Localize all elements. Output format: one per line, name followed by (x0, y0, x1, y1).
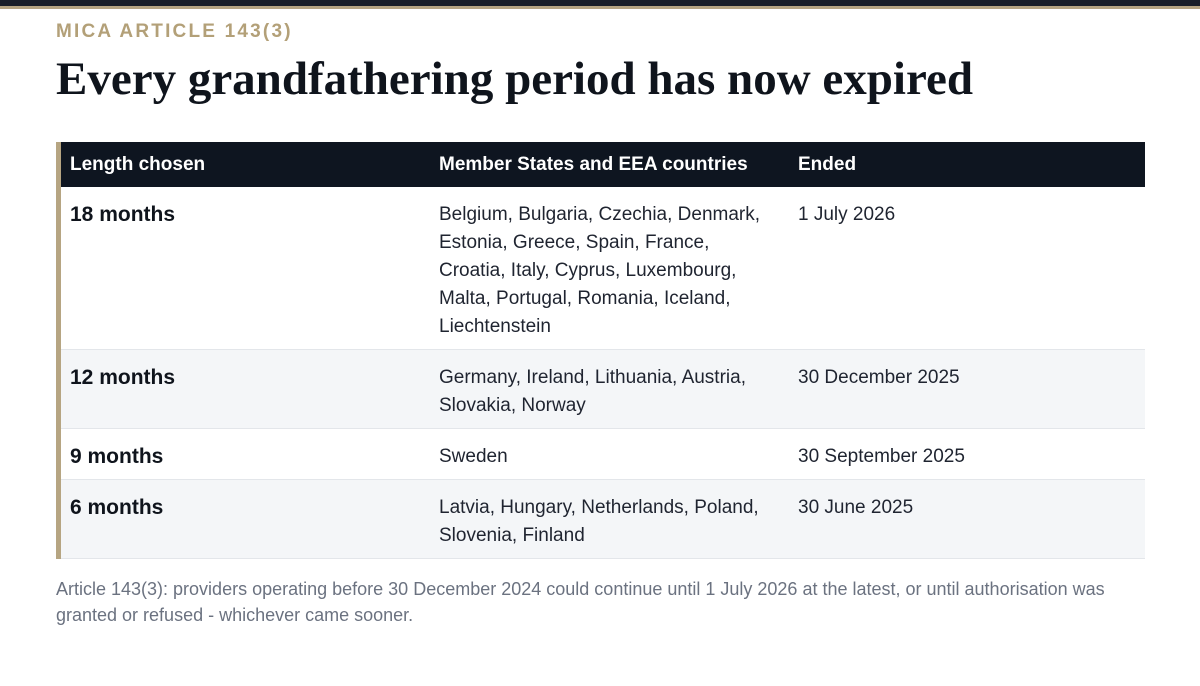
table-body: 18 months Belgium, Bulgaria, Czechia, De… (61, 187, 1145, 559)
length-cell: 9 months (70, 445, 164, 468)
table-row: 18 months Belgium, Bulgaria, Czechia, De… (61, 187, 1145, 350)
footnote: Article 143(3): providers operating befo… (56, 579, 1105, 625)
column-header-ended: Ended (798, 153, 857, 175)
page-title: Every grandfathering period has now expi… (56, 53, 973, 105)
length-cell: 18 months (70, 203, 176, 226)
table-row: 12 months Germany, Ireland, Lithuania, A… (61, 349, 1145, 429)
countries-cell: Sweden (439, 446, 508, 467)
ended-cell: 30 June 2025 (798, 497, 914, 518)
countries-cell: Germany, Ireland, Lithuania, Austria, Sl… (439, 367, 746, 416)
length-cell: 12 months (70, 366, 176, 389)
top-rule (0, 0, 1200, 6)
kicker: MICA ARTICLE 143(3) (56, 21, 293, 42)
length-cell: 6 months (70, 496, 164, 519)
table-header: Length chosen Member States and EEA coun… (61, 142, 1145, 187)
ended-cell: 30 December 2025 (798, 367, 960, 388)
header-row: Length chosen Member States and EEA coun… (61, 142, 1145, 187)
top-rule-accent (0, 6, 1200, 9)
countries-cell: Latvia, Hungary, Netherlands, Poland, Sl… (439, 497, 759, 546)
column-header-countries: Member States and EEA countries (439, 153, 748, 175)
grandfathering-table: Length chosen Member States and EEA coun… (56, 142, 1150, 559)
table: Length chosen Member States and EEA coun… (61, 142, 1145, 559)
table-row: 6 months Latvia, Hungary, Netherlands, P… (61, 479, 1145, 559)
ended-cell: 30 September 2025 (798, 446, 965, 467)
countries-cell: Belgium, Bulgaria, Czechia, Denmark, Est… (439, 204, 761, 337)
ended-cell: 1 July 2026 (798, 204, 896, 225)
table-row: 9 months Sweden 30 September 2025 (61, 428, 1145, 480)
column-header-length: Length chosen (70, 153, 206, 175)
